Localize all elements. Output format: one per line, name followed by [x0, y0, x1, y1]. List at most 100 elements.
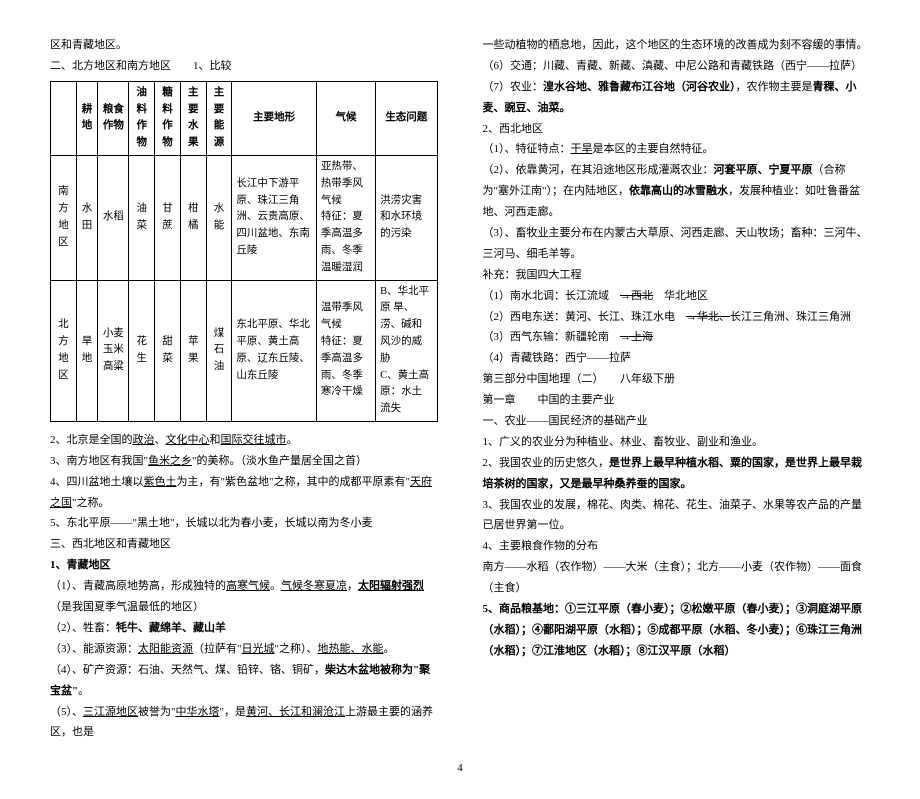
t: （3）西气东输：新疆轮南	[483, 331, 621, 343]
u: 黄河、长江和澜沧江	[246, 706, 345, 718]
u: 气候冬寒夏凉	[281, 580, 347, 592]
table-row: 北方地区 旱地 小麦 玉米 高粱 花生 甜菜 苹果 煤 石油 东北平原、华北平原…	[51, 280, 438, 421]
th: 主要能源	[206, 81, 232, 155]
text-line: 5、东北平原——"黑土地"，长城以北为春小麦，长城以南为冬小麦	[50, 513, 438, 534]
th: 粮食作物	[98, 81, 129, 155]
th: 主要水果	[180, 81, 206, 155]
page-number: 4	[50, 758, 870, 779]
text-line: 2、西北地区	[483, 119, 871, 140]
t: 长江三角洲、珠江三角洲	[730, 311, 851, 323]
u: 国际交往城市	[221, 434, 287, 446]
td: 长江中下游平原、珠江三角洲、云贵高原、四川盆地、东南丘陵	[232, 155, 316, 280]
td: 柑橘	[180, 155, 206, 280]
td: 花生	[129, 280, 155, 421]
t: 4、四川盆地土壤以	[50, 476, 144, 488]
td: 小麦 玉米 高粱	[98, 280, 129, 421]
t: （拉萨有"	[193, 643, 242, 655]
t: 。	[78, 685, 89, 697]
text-line: （4）青藏铁路：西宁——拉萨	[483, 348, 871, 369]
b: 河套平原、宁夏平原	[714, 164, 813, 176]
text-line: （3）、能源资源：太阳能资源（拉萨有"日光城"之称）、地热能、水能。	[50, 639, 438, 660]
text-line: 第一章 中国的主要产业	[483, 390, 871, 411]
text-line: （1）、青藏高原地势高，形成独特的高寒气候。气候冬寒夏凉，太阳辐射强烈（是我国夏…	[50, 576, 438, 618]
text-line: （2）、依靠黄河，在其沿途地区形成灌溉农业：河套平原、宁夏平原（合称为"塞外江南…	[483, 160, 871, 223]
text-line: 3、南方地区有我国"鱼米之乡"的美称。（淡水鱼产量居全国之首）	[50, 451, 438, 472]
u: 高寒气候	[226, 580, 270, 592]
ub: 太阳辐射强烈	[358, 580, 424, 592]
td: 水稻	[98, 155, 129, 280]
b: 5、商品粮基地：①三江平原（春小麦）；②松嫩平原（春小麦）；③洞庭湖平原（水稻）…	[483, 603, 863, 657]
th: 糖料作物	[155, 81, 181, 155]
td: 甜菜	[155, 280, 181, 421]
text-line: （2）、牲畜：牦牛、藏绵羊、藏山羊	[50, 618, 438, 639]
b: 依靠高山的冰雪融水	[629, 185, 728, 197]
th: 耕地	[76, 81, 98, 155]
t: （4）、矿产资源：石油、天然气、煤、铅锌、铬、铜矿，	[50, 664, 325, 676]
text-line: （4）、矿产资源：石油、天然气、煤、铅锌、铬、铜矿，柴达木盆地被称为"聚宝盆"。	[50, 660, 438, 702]
t: （2）西电东送：黄河、长江、珠江水电	[483, 311, 687, 323]
text-line: （1）南水北调：长江流域 →西北 华北地区	[483, 286, 871, 307]
t: （是我国夏季气温最低的地区）	[50, 601, 204, 613]
section-heading: 二、北方地区和南方地区 1、比较	[50, 56, 438, 77]
td: 水田	[76, 155, 98, 280]
t: "之称）、	[275, 643, 318, 655]
b: 牦牛、藏绵羊、藏山羊	[116, 622, 226, 634]
td: B、华北平原 旱、涝、碱和风沙的威胁 C、黄土高原：水土流失	[376, 280, 437, 421]
u: 干旱	[571, 143, 593, 155]
text-line: （3）西气东输：新疆轮南 →上海	[483, 327, 871, 348]
text-line: （7）农业：湟水谷地、雅鲁藏布江谷地（河谷农业），农作物主要是青稞、小麦、豌豆、…	[483, 77, 871, 119]
text-line: 南方——水稻（农作物）——大米（主食）；北方——小麦（农作物）——面食（主食）	[483, 557, 871, 599]
u: 政治	[133, 434, 155, 446]
text-line: 2、北京是全国的政治、文化中心和国际交往城市。	[50, 430, 438, 451]
t: （5）、	[50, 706, 83, 718]
arrow-strike: →华北、	[686, 311, 730, 323]
text-line: （6）交通：川藏、青藏、新藏、滇藏、中尼公路和青藏铁路（西宁——拉萨）	[483, 56, 871, 77]
td: 洪涝灾害和水环境的污染	[376, 155, 437, 280]
th: 油料作物	[129, 81, 155, 155]
text-line: 3、我国农业的发展，棉花、肉类、棉花、花生、油菜子、水果等农产品的产量已居世界第…	[483, 495, 871, 537]
t: 2、北京是全国的	[50, 434, 133, 446]
td: 北方地区	[51, 280, 77, 421]
text-line: 4、四川盆地土壤以紫色土为主，有"紫色盆地"之称，其中的成都平原素有"天府之国"…	[50, 472, 438, 514]
text-line: 1、青藏地区	[50, 555, 438, 576]
t: 。	[384, 643, 395, 655]
t: （2）、依靠黄河，在其沿途地区形成灌溉农业：	[483, 164, 714, 176]
text-line: （5）、三江源地区被誉为"中华水塔"，是黄河、长江和澜沧江上游最主要的涵养区，也…	[50, 702, 438, 744]
comparison-table: 耕地 粮食作物 油料作物 糖料作物 主要水果 主要能源 主要地形 气候 生态问题…	[50, 81, 438, 422]
td: 水能	[206, 155, 232, 280]
u: 鱼米之乡	[148, 455, 192, 467]
th: 气候	[316, 81, 375, 155]
u: 太阳能资源	[138, 643, 193, 655]
t: ，	[347, 580, 358, 592]
u: 地热能、水能	[318, 643, 384, 655]
text-line: 补充：我国四大工程	[483, 265, 871, 286]
t: 2、我国农业的历史悠久，	[483, 457, 610, 469]
u: 紫色土	[144, 476, 177, 488]
text-line: 一、农业——国民经济的基础产业	[483, 411, 871, 432]
text-line: 三、西北地区和青藏地区	[50, 534, 438, 555]
td: 油菜	[129, 155, 155, 280]
text-line: 2、我国农业的历史悠久，是世界上最早种植水稻、粟的国家，是世界上最早栽培茶树的国…	[483, 453, 871, 495]
right-column: 一些动植物的栖息地，因此，这个地区的生态环境的改善成为刻不容缓的事情。 （6）交…	[483, 35, 871, 743]
text-line: 区和青藏地区。	[50, 35, 438, 56]
t: 为主，有"紫色盆地"之称，其中的成都平原素有"	[177, 476, 410, 488]
t: 、	[155, 434, 166, 446]
t: 被誉为"	[138, 706, 176, 718]
text-line: 一些动植物的栖息地，因此，这个地区的生态环境的改善成为刻不容缓的事情。	[483, 35, 871, 56]
t: （1）南水北调：长江流域	[483, 290, 621, 302]
text-line: 第三部分中国地理（二） 八年级下册	[483, 369, 871, 390]
t: 华北地区	[653, 290, 708, 302]
td: 东北平原、华北平原、黄土高原、辽东丘陵、山东丘陵	[232, 280, 316, 421]
b: 1、青藏地区	[50, 559, 111, 571]
td: 亚热带、热带季风气候 特征：夏季高温多雨、冬季温暖湿润	[316, 155, 375, 280]
arrow-strike: →西北	[620, 290, 653, 302]
t: "的美称。（淡水鱼产量居全国之首）	[192, 455, 367, 467]
table-row: 南方地区 水田 水稻 油菜 甘蔗 柑橘 水能 长江中下游平原、珠江三角洲、云贵高…	[51, 155, 438, 280]
table-header-row: 耕地 粮食作物 油料作物 糖料作物 主要水果 主要能源 主要地形 气候 生态问题	[51, 81, 438, 155]
th: 主要地形	[232, 81, 316, 155]
t: 。	[270, 580, 281, 592]
text-line: 5、商品粮基地：①三江平原（春小麦）；②松嫩平原（春小麦）；③洞庭湖平原（水稻）…	[483, 599, 871, 662]
u: 文化中心	[166, 434, 210, 446]
u: 中华水塔	[176, 706, 220, 718]
text-line: 4、主要粮食作物的分布	[483, 536, 871, 557]
